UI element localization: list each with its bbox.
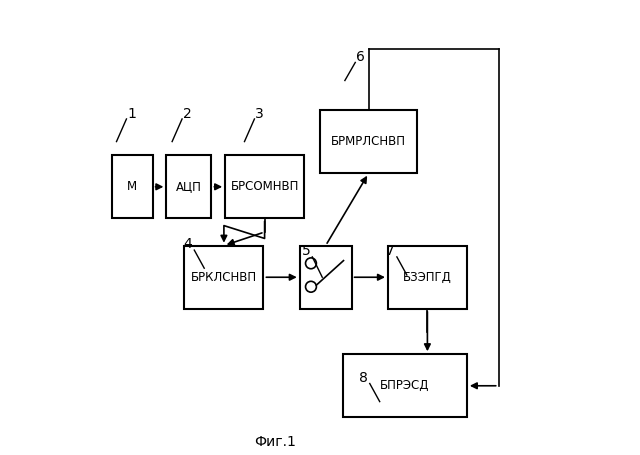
Bar <box>320 110 417 173</box>
Text: 3: 3 <box>255 106 264 121</box>
Text: М: М <box>127 180 138 193</box>
Bar <box>184 246 264 309</box>
Bar <box>300 246 351 309</box>
Text: БРКЛСНВП: БРКЛСНВП <box>191 271 257 284</box>
Text: БЗЭПГД: БЗЭПГД <box>403 271 452 284</box>
Text: Фиг.1: Фиг.1 <box>254 435 296 449</box>
Text: 7: 7 <box>386 244 395 258</box>
Text: 8: 8 <box>359 371 368 384</box>
Text: 2: 2 <box>182 106 191 121</box>
Text: 5: 5 <box>301 244 310 258</box>
Text: БРСОМНВП: БРСОМНВП <box>230 180 299 193</box>
Bar <box>388 246 467 309</box>
Bar <box>342 354 467 417</box>
Text: БПРЭСД: БПРЭСД <box>380 379 429 392</box>
Bar <box>112 155 153 218</box>
Text: БРМРЛСНВП: БРМРЛСНВП <box>331 135 406 148</box>
Text: 4: 4 <box>184 237 193 251</box>
Bar <box>225 155 304 218</box>
Text: 1: 1 <box>127 106 136 121</box>
Bar <box>166 155 211 218</box>
Text: АЦП: АЦП <box>176 180 202 193</box>
Text: 6: 6 <box>356 50 365 64</box>
